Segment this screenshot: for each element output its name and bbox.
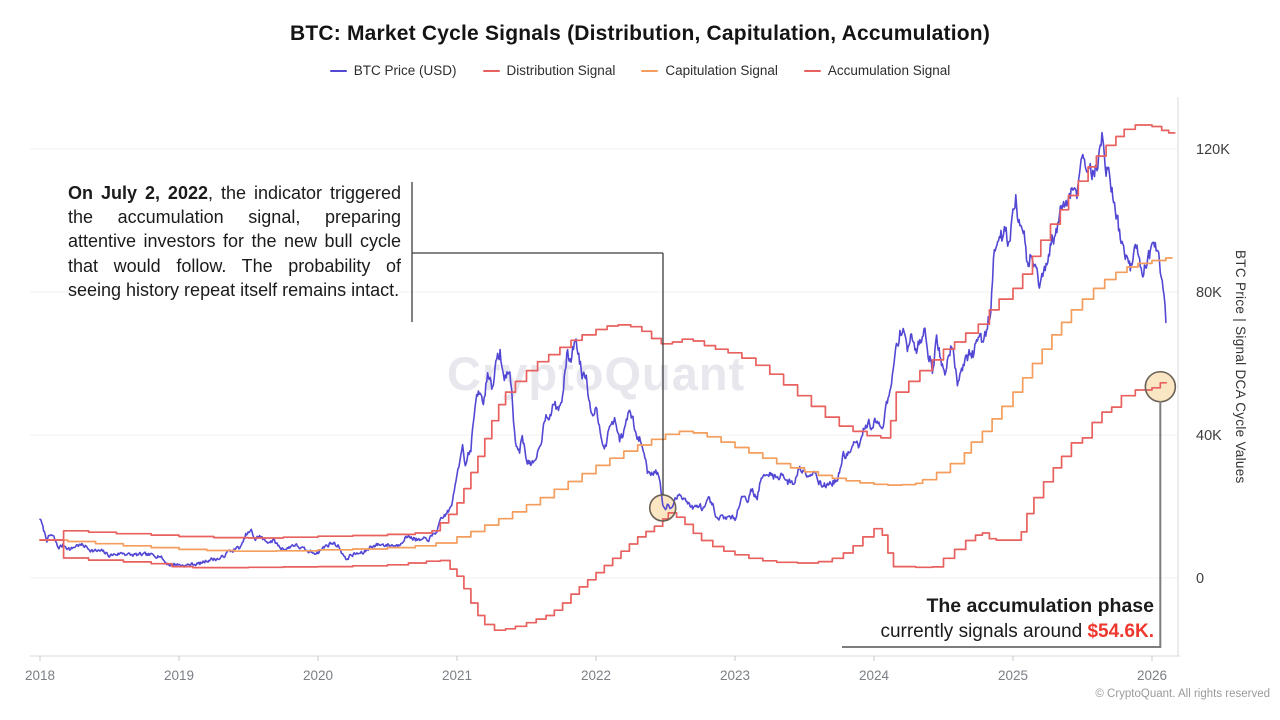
legend-item-accumulation[interactable]: Accumulation Signal	[803, 63, 951, 78]
current-signal-callout-lines	[842, 401, 1162, 648]
y-tick-label: 40K	[1196, 428, 1222, 444]
current-signal-annotation: The accumulation phase currently signals…	[734, 593, 1154, 644]
x-tick-label: 2019	[164, 668, 194, 683]
gridlines: 0 40K 80K 120K	[30, 142, 1230, 587]
chart-title: BTC: Market Cycle Signals (Distribution,…	[289, 22, 991, 45]
y-axis-title: BTC Price | Signal DCA Cycle Values	[1233, 250, 1248, 484]
copyright-text: © CryptoQuant. All rights reserved	[1095, 688, 1270, 700]
legend-label-capitulation: Capitulation Signal	[665, 63, 778, 78]
series-distribution-signal	[39, 124, 1176, 541]
legend-label-distribution: Distribution Signal	[506, 63, 616, 78]
legend-label-accumulation: Accumulation Signal	[827, 63, 951, 78]
series	[39, 124, 1176, 632]
x-tick-label: 2024	[859, 668, 890, 683]
event-marker-outlines	[648, 370, 1177, 522]
x-tick-label: 2018	[25, 668, 55, 683]
legend-item-capitulation[interactable]: Capitulation Signal	[641, 63, 778, 78]
current-signal-prefix: currently signals around	[880, 621, 1088, 642]
current-signal-value: $54.6K.	[1087, 621, 1154, 642]
chart-legend: BTC Price (USD) Distribution Signal Capi…	[0, 63, 1280, 78]
x-tick-label: 2022	[581, 668, 611, 683]
y-tick-label: 80K	[1196, 285, 1222, 301]
distribution-swatch-icon	[482, 69, 500, 72]
event-marker-fills	[649, 371, 1176, 521]
x-tick-label: 2025	[998, 668, 1028, 683]
y-tick-label: 120K	[1196, 142, 1230, 158]
legend-label-btc-price: BTC Price (USD)	[353, 63, 457, 78]
axes: 2018 2019 2020 2021 2022 2023 2024 2025 2026	[25, 97, 1180, 683]
accumulation-swatch-icon	[803, 69, 821, 72]
btc-price-swatch-icon	[329, 69, 347, 72]
july-2022-callout-lines	[411, 182, 664, 495]
capitulation-swatch-icon	[641, 69, 659, 72]
legend-item-distribution[interactable]: Distribution Signal	[482, 63, 616, 78]
x-tick-label: 2021	[442, 668, 472, 683]
current-signal-line1: The accumulation phase	[926, 595, 1154, 617]
series-accumulation-signal	[39, 381, 1168, 632]
y-tick-label: 0	[1196, 571, 1204, 587]
july-2022-annotation: On July 2, 2022, the indicator triggered…	[68, 181, 401, 302]
legend-item-btc-price[interactable]: BTC Price (USD)	[329, 63, 457, 78]
x-tick-label: 2020	[303, 668, 333, 683]
current-signal-line2: currently signals around $54.6K.	[734, 619, 1154, 644]
series-capitulation-signal	[39, 257, 1173, 553]
x-tick-label: 2023	[720, 668, 750, 683]
annotation-bold-date: On July 2, 2022	[68, 183, 208, 203]
x-tick-label: 2026	[1137, 668, 1167, 683]
annotation-body-text: , the indicator triggered the accumulati…	[68, 183, 401, 300]
